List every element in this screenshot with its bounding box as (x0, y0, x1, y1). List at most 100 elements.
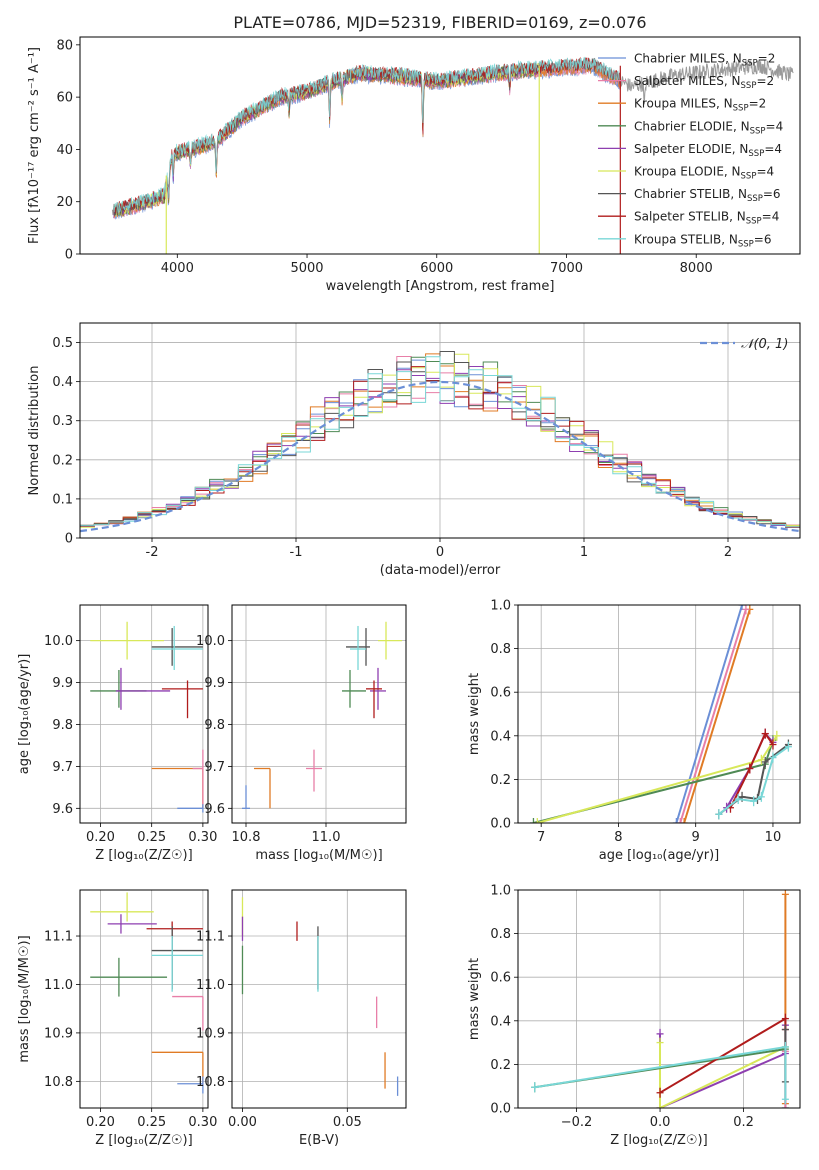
figure-title: PLATE=0786, MJD=52319, FIBERID=0169, z=0… (233, 13, 646, 32)
y-tick-label: 0.6 (490, 686, 511, 701)
axes-frame (517, 604, 801, 824)
y-tick-label: 9.9 (204, 676, 225, 691)
legend-subscript: SSP (750, 126, 766, 136)
y-tick-label: 11.1 (44, 930, 73, 945)
y-tick-label: 0.2 (490, 1058, 511, 1073)
axes-frame (517, 889, 801, 1109)
y-tick-label: 9.9 (52, 676, 73, 691)
axes-frame (79, 322, 801, 539)
mass-weight-line (533, 739, 774, 823)
mass-weight-line (675, 605, 744, 823)
y-tick-label: 0.1 (52, 492, 73, 507)
x-tick-label: -2 (146, 545, 159, 560)
legend-entry: Chabrier ELODIE, NSSP=4 (634, 119, 783, 136)
x-tick-label: −0.2 (561, 1115, 593, 1130)
y-tick-label: 60 (56, 91, 73, 106)
x-axis-label: wavelength [Angstrom, rest frame] (326, 279, 555, 294)
x-tick-label: 10.8 (232, 830, 261, 845)
x-tick-label: 9 (692, 830, 700, 845)
x-tick-label: 0.2 (733, 1115, 754, 1130)
y-tick-label: 0.8 (490, 927, 511, 942)
y-tick-label: 10.8 (44, 1075, 73, 1090)
y-axis-label: mass weight (467, 958, 482, 1040)
mass-weight-line (659, 1042, 786, 1108)
legend-entry: Salpeter ELODIE, NSSP=4 (634, 142, 782, 159)
x-tick-label: 0.00 (228, 1115, 257, 1130)
axes-frame (231, 889, 407, 1109)
y-tick-label: 9.8 (52, 718, 73, 733)
legend-entry: 𝒩(0, 1) (741, 337, 788, 352)
y-tick-label: 0 (65, 532, 73, 547)
mass-weight-line (679, 609, 747, 823)
gaussian-curve (80, 380, 800, 533)
y-tick-label: 9.6 (52, 802, 73, 817)
x-axis-label: age [log₁₀(age/yr)] (599, 848, 720, 863)
legend-suffix: =4 (762, 210, 780, 224)
x-tick-label: 0 (436, 545, 444, 560)
mass-weight-line (659, 1025, 787, 1108)
y-tick-label: 9.7 (204, 760, 225, 775)
legend-subscript: SSP (741, 172, 757, 182)
model-spectrum-line (113, 62, 622, 219)
axes-frame (231, 604, 407, 824)
y-axis-label: mass weight (467, 673, 482, 755)
y-tick-label: 0.4 (490, 729, 511, 744)
x-tick-label: 0.20 (86, 1115, 115, 1130)
x-tick-label: 0.05 (333, 1115, 362, 1130)
y-tick-label: 80 (56, 38, 73, 53)
x-tick-label: 7 (537, 830, 545, 845)
mass-weight-vs-age-panel: 7 8 9 10 0.0 0.2 0.4 0.6 0.8 1.0 age [log₁₀(age/yr… (467, 599, 801, 863)
x-tick-label: 0.25 (137, 1115, 166, 1130)
y-tick-label: 0 (65, 248, 73, 263)
x-tick-label: 7000 (550, 261, 583, 276)
y-tick-label: 0.8 (490, 642, 511, 657)
legend-entry: Salpeter MILES, NSSP=2 (634, 74, 774, 91)
y-tick-label: 0.5 (52, 336, 73, 351)
y-tick-label: 11.0 (44, 978, 73, 993)
y-tick-label: 1.0 (490, 599, 511, 614)
x-tick-label: 4000 (161, 261, 194, 276)
legend-entry: Salpeter STELIB, NSSP=4 (634, 210, 779, 227)
x-tick-label: 11.0 (312, 830, 341, 845)
y-tick-label: 0.6 (490, 971, 511, 986)
x-tick-label: 1 (580, 545, 588, 560)
x-tick-label: 0.0 (650, 1115, 671, 1130)
x-tick-label: 5000 (290, 261, 323, 276)
legend-subscript: SSP (742, 59, 758, 69)
model-spectrum-line (113, 56, 622, 214)
y-axis-label: mass [log₁₀(M/M☉)] (17, 935, 32, 1062)
model-spectrum-line (113, 56, 622, 214)
mass-weight-vs-Z-panel: −0.2 0.0 0.2 0.0 0.2 0.4 0.6 0.8 1.0 Z [log₁₀(Z/Z… (467, 884, 801, 1148)
model-spectrum-line (113, 63, 622, 220)
y-axis-label: Flux [fλ10⁻¹⁷ erg cm⁻² s⁻¹ A⁻¹] (27, 47, 42, 244)
y-tick-label: 10.9 (196, 1026, 225, 1041)
legend-entry: Kroupa STELIB, NSSP=6 (634, 232, 772, 249)
model-spectrum-line (113, 63, 541, 219)
y-tick-label: 0.2 (52, 453, 73, 468)
age-vs-Z-panel: 0.20 0.25 0.30 9.6 9.7 9.8 9.9 10.0 Z [log₁₀(Z/Z… (17, 604, 217, 863)
mass-vs-ebv-panel: 0.00 0.05 10.8 10.9 11.0 11.1 E(B-V) (196, 889, 407, 1148)
mass-weight-line (683, 609, 751, 823)
x-tick-label: 2 (724, 545, 732, 560)
y-tick-label: 10.9 (44, 1026, 73, 1041)
legend-suffix: =4 (756, 165, 774, 179)
y-axis-label: age [log₁₀(age/yr)] (17, 654, 32, 775)
legend-entry: Kroupa MILES, NSSP=2 (634, 97, 766, 114)
axes-frame (79, 889, 209, 1109)
spectrum-panel: 4000 5000 6000 7000 8000 0 20 40 60 80 wavelength … (27, 36, 801, 294)
y-tick-label: 1.0 (490, 884, 511, 899)
x-tick-label: 8 (614, 830, 622, 845)
legend-subscript: SSP (738, 239, 754, 249)
axes-frame (79, 604, 209, 824)
x-tick-label: -1 (290, 545, 303, 560)
x-axis-label: E(B-V) (299, 1133, 339, 1148)
y-tick-label: 11.0 (196, 978, 225, 993)
x-tick-label: 0.20 (86, 830, 115, 845)
model-spectrum-line (113, 58, 622, 216)
histogram-series (80, 356, 800, 528)
x-axis-label: (data-model)/error (380, 563, 501, 578)
legend-subscript: SSP (733, 104, 749, 114)
y-tick-label: 0.3 (52, 414, 73, 429)
y-tick-label: 0.0 (490, 1102, 511, 1117)
y-tick-label: 40 (56, 143, 73, 158)
